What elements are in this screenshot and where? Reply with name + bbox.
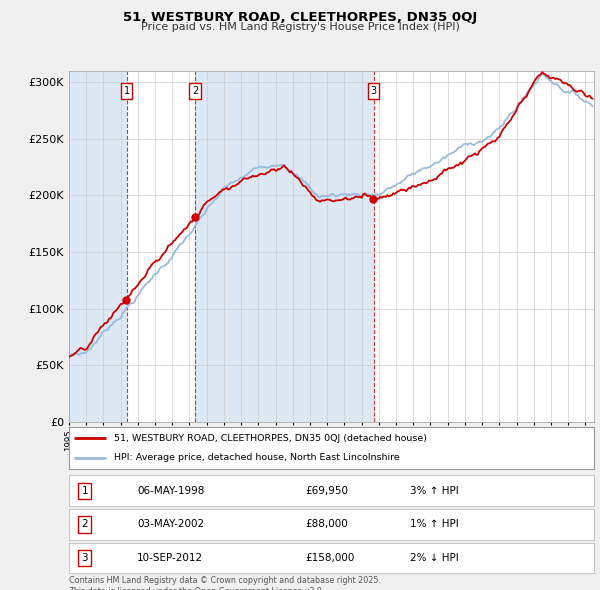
Text: £158,000: £158,000: [305, 553, 355, 563]
Text: 3: 3: [371, 86, 377, 96]
Text: 1: 1: [124, 86, 130, 96]
Text: 06-MAY-1998: 06-MAY-1998: [137, 486, 205, 496]
Bar: [127, 71, 195, 422]
Text: 03-MAY-2002: 03-MAY-2002: [137, 519, 205, 529]
Text: 1% ↑ HPI: 1% ↑ HPI: [410, 519, 459, 529]
Text: 3: 3: [82, 553, 88, 563]
Text: HPI: Average price, detached house, North East Lincolnshire: HPI: Average price, detached house, Nort…: [113, 453, 400, 462]
Text: 51, WESTBURY ROAD, CLEETHORPES, DN35 0QJ (detached house): 51, WESTBURY ROAD, CLEETHORPES, DN35 0QJ…: [113, 434, 427, 442]
Bar: [374, 71, 594, 422]
Text: 51, WESTBURY ROAD, CLEETHORPES, DN35 0QJ: 51, WESTBURY ROAD, CLEETHORPES, DN35 0QJ: [123, 11, 477, 24]
Text: 3% ↑ HPI: 3% ↑ HPI: [410, 486, 459, 496]
Bar: [195, 71, 374, 422]
Text: Price paid vs. HM Land Registry's House Price Index (HPI): Price paid vs. HM Land Registry's House …: [140, 22, 460, 32]
Text: £88,000: £88,000: [305, 519, 348, 529]
Text: 2% ↓ HPI: 2% ↓ HPI: [410, 553, 459, 563]
Text: 2: 2: [192, 86, 198, 96]
Bar: [69, 71, 127, 422]
Text: £69,950: £69,950: [305, 486, 348, 496]
Text: 2: 2: [82, 519, 88, 529]
Text: Contains HM Land Registry data © Crown copyright and database right 2025.
This d: Contains HM Land Registry data © Crown c…: [69, 576, 381, 590]
Text: 10-SEP-2012: 10-SEP-2012: [137, 553, 203, 563]
Text: 1: 1: [82, 486, 88, 496]
